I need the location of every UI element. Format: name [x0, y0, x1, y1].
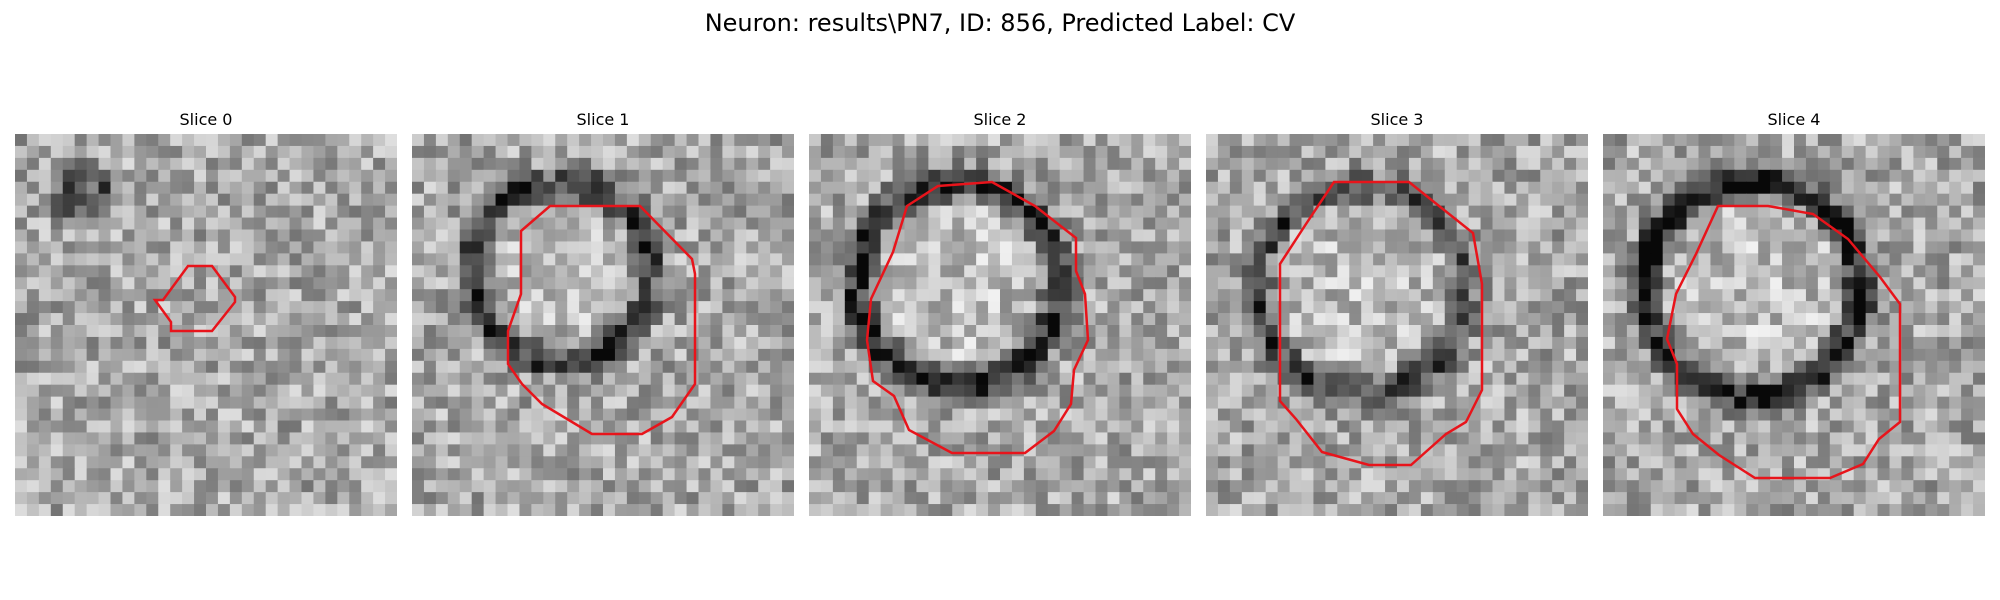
slice-panel-2: Slice 2 [809, 110, 1191, 516]
slice-title-4: Slice 4 [1767, 110, 1821, 129]
figure-title: Neuron: results\PN7, ID: 856, Predicted … [704, 9, 1296, 37]
slice-panel-3: Slice 3 [1206, 110, 1588, 516]
slice-title-0: Slice 0 [179, 110, 233, 129]
slice-panel-0: Slice 0 [15, 110, 397, 516]
grayscale-texture-0 [15, 134, 397, 516]
contour-1 [506, 204, 697, 436]
slice-title-2: Slice 2 [973, 110, 1027, 129]
grayscale-texture-3 [1206, 134, 1588, 516]
slice-panel-1: Slice 1 [412, 110, 794, 516]
grayscale-texture-2 [809, 134, 1191, 516]
contour-3 [1278, 180, 1484, 467]
slice-image-2 [809, 134, 1191, 516]
contour-4 [1665, 204, 1902, 480]
slice-image-4 [1603, 134, 1985, 516]
slice-image-0 [15, 134, 397, 516]
slice-panel-4: Slice 4 [1603, 110, 1985, 516]
contour-0 [152, 264, 237, 333]
grayscale-texture-4 [1603, 134, 1985, 516]
slice-image-3 [1206, 134, 1588, 516]
grayscale-texture-1 [412, 134, 794, 516]
contour-2 [865, 180, 1090, 455]
slice-title-3: Slice 3 [1370, 110, 1424, 129]
slice-title-1: Slice 1 [576, 110, 630, 129]
slice-image-1 [412, 134, 794, 516]
